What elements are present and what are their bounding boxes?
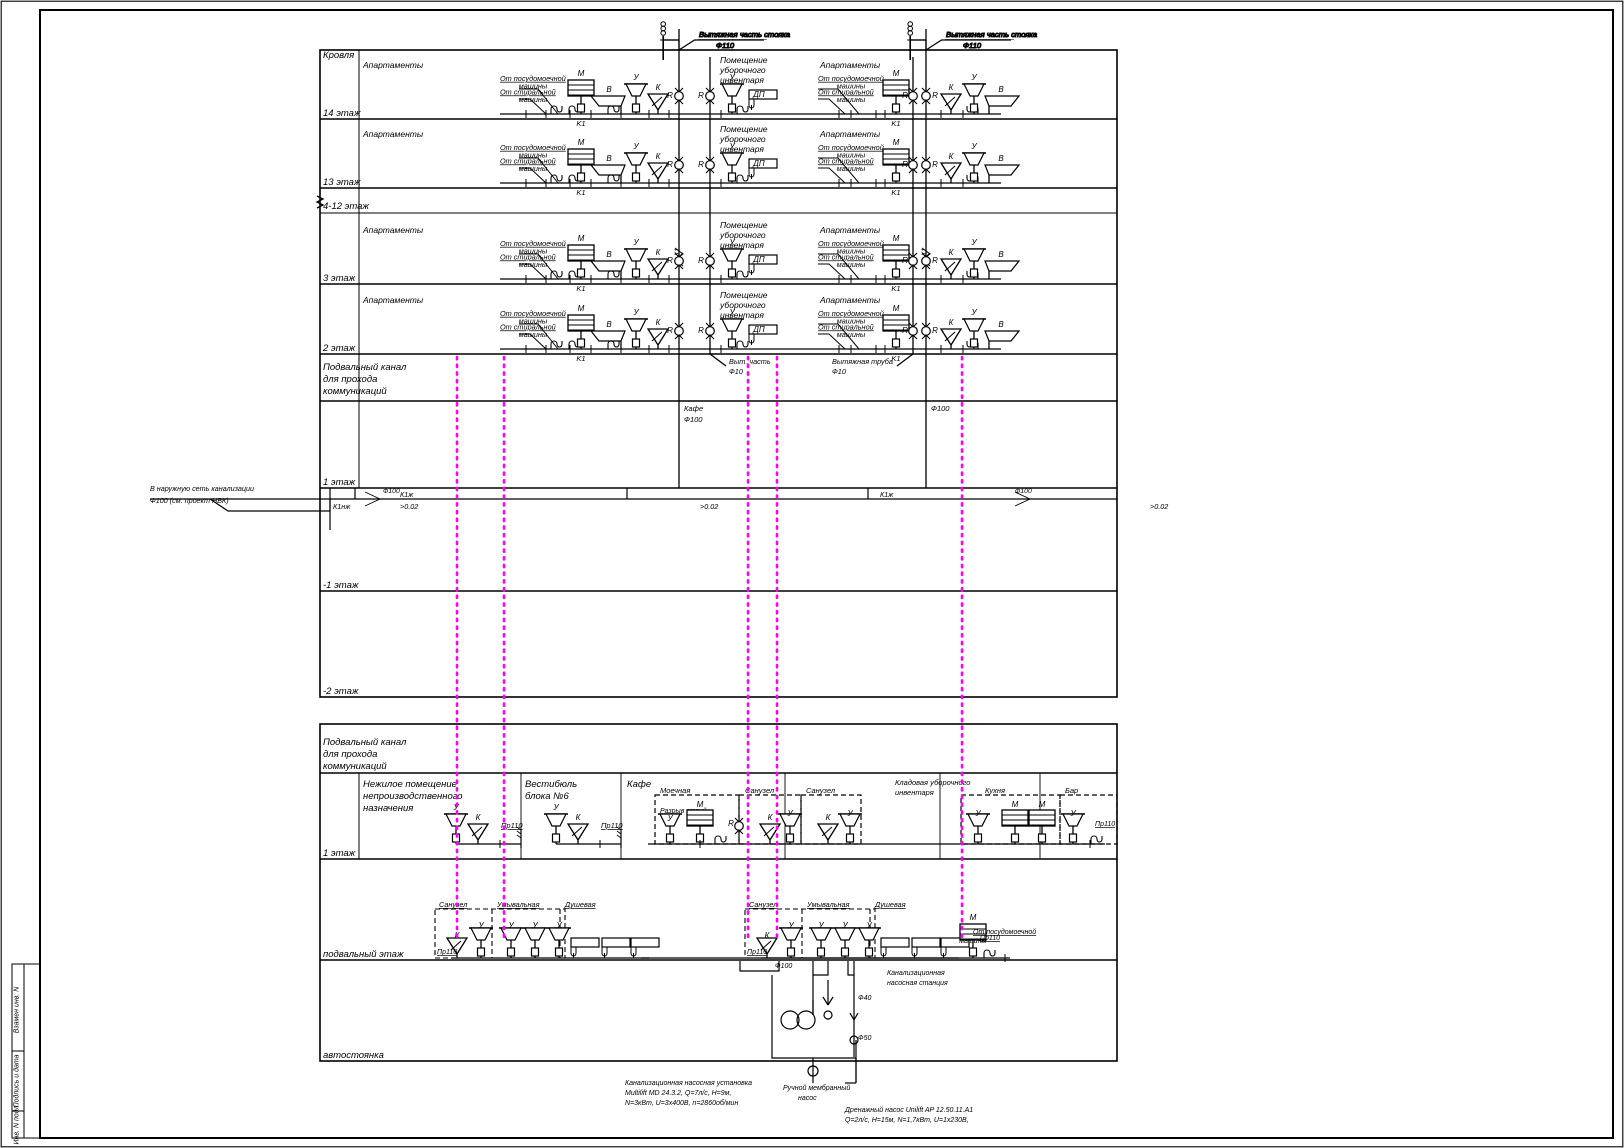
svg-text:Ф50: Ф50	[858, 1035, 871, 1042]
svg-text:Санузел: Санузел	[745, 786, 775, 795]
svg-text:Подпись и дата: Подпись и дата	[13, 1054, 21, 1107]
svg-text:Апартаменты: Апартаменты	[819, 129, 881, 139]
svg-text:для прохода: для прохода	[323, 749, 377, 760]
svg-text:Ф100: Ф100	[775, 963, 792, 970]
svg-text:Кровля: Кровля	[323, 50, 354, 61]
svg-text:М: М	[1039, 800, 1046, 809]
svg-text:>0.02: >0.02	[1150, 502, 1168, 511]
svg-text:уборочного: уборочного	[719, 300, 766, 310]
svg-text:Дренажный насос Unilift AP 12.: Дренажный насос Unilift AP 12.50.11.A1	[844, 1106, 973, 1114]
svg-text:N=3кВт, U=3х400В, n=2860об/мин: N=3кВт, U=3х400В, n=2860об/мин	[625, 1099, 738, 1107]
svg-text:Вестибюль: Вестибюль	[525, 779, 577, 790]
svg-text:Апартаменты: Апартаменты	[362, 60, 424, 70]
svg-text:инвентаря: инвентаря	[895, 788, 934, 797]
svg-text:1 этаж: 1 этаж	[323, 477, 356, 488]
svg-text:Ф10: Ф10	[729, 367, 743, 376]
svg-text:непроизводственного: непроизводственного	[363, 791, 463, 802]
svg-text:Апартаменты: Апартаменты	[819, 295, 881, 305]
svg-text:насос: насос	[798, 1095, 817, 1102]
svg-text:для прохода: для прохода	[323, 374, 377, 385]
svg-text:-2 этаж: -2 этаж	[323, 686, 359, 697]
svg-text:1 этаж: 1 этаж	[323, 848, 356, 859]
svg-text:У: У	[666, 814, 673, 823]
svg-text:инвентаря: инвентаря	[720, 75, 764, 85]
svg-text:Ручной мембранный: Ручной мембранный	[783, 1084, 850, 1092]
svg-text:Апартаменты: Апартаменты	[362, 295, 424, 305]
svg-text:Кухня: Кухня	[985, 786, 1005, 795]
svg-text:4-12 этаж: 4-12 этаж	[323, 201, 369, 212]
svg-text:14 этаж: 14 этаж	[323, 108, 361, 119]
svg-text:Подвальный канал: Подвальный канал	[323, 737, 407, 748]
svg-text:Помещение: Помещение	[720, 290, 768, 300]
svg-text:инвентаря: инвентаря	[720, 144, 764, 154]
svg-text:В наружную сеть канализации: В наружную сеть канализации	[150, 484, 254, 493]
svg-text:Инв. N подл.: Инв. N подл.	[13, 1103, 21, 1144]
svg-text:К1: К1	[674, 248, 681, 256]
svg-text:К1ж: К1ж	[880, 490, 894, 499]
svg-text:коммуникаций: коммуникаций	[323, 386, 387, 397]
svg-text:Ф10: Ф10	[832, 367, 846, 376]
svg-text:Апартаменты: Апартаменты	[819, 225, 881, 235]
svg-text:Вытяжная труба: Вытяжная труба	[832, 357, 893, 366]
svg-text:Помещение: Помещение	[720, 124, 768, 134]
svg-text:Санузел: Санузел	[806, 786, 836, 795]
svg-text:назначения: назначения	[363, 803, 413, 814]
svg-text:У: У	[786, 809, 793, 818]
svg-text:насосная станция: насосная станция	[887, 980, 948, 987]
svg-text:-1 этаж: -1 этаж	[323, 580, 359, 591]
svg-text:Q=2л/с, H=15м, N=1,7кВт, U=1х2: Q=2л/с, H=15м, N=1,7кВт, U=1х230В,	[845, 1117, 969, 1124]
svg-text:Multilift MD 24.3.2, Q=7л/с, H: Multilift MD 24.3.2, Q=7л/с, H=9м,	[625, 1090, 731, 1097]
svg-text:Апартаменты: Апартаменты	[362, 129, 424, 139]
svg-text:Канализационная насосная устан: Канализационная насосная установка	[625, 1080, 752, 1087]
svg-text:инвентаря: инвентаря	[720, 240, 764, 250]
svg-text:М: М	[697, 800, 704, 809]
svg-text:Ф100: Ф100	[684, 415, 703, 424]
svg-text:Подвальный канал: Подвальный канал	[323, 362, 407, 373]
svg-text:2 этаж: 2 этаж	[322, 343, 356, 354]
svg-text:Пр110: Пр110	[1095, 821, 1115, 828]
svg-text:М: М	[970, 913, 977, 922]
svg-text:Ф100: Ф100	[1015, 488, 1032, 495]
svg-text:R: R	[728, 819, 734, 828]
svg-text:автостоянка: автостоянка	[323, 1050, 384, 1061]
svg-text:уборочного: уборочного	[719, 65, 766, 75]
svg-text:Выт. часть: Выт. часть	[729, 357, 771, 366]
svg-text:>0.02: >0.02	[400, 502, 418, 511]
svg-text:К1ж: К1ж	[400, 490, 414, 499]
svg-text:Апартаменты: Апартаменты	[362, 225, 424, 235]
svg-text:инвентаря: инвентаря	[720, 310, 764, 320]
svg-text:К: К	[826, 813, 832, 822]
svg-text:подвальный этаж: подвальный этаж	[323, 949, 404, 960]
svg-text:К1нж: К1нж	[333, 502, 351, 511]
svg-text:Ф100 (см. проект НВК): Ф100 (см. проект НВК)	[150, 496, 229, 505]
svg-text:Кладовая уборочного: Кладовая уборочного	[895, 778, 970, 787]
svg-text:блока №6: блока №6	[525, 791, 569, 802]
svg-text:Кафе: Кафе	[627, 779, 651, 790]
svg-text:Взамен инв. N: Взамен инв. N	[14, 986, 21, 1034]
svg-text:Помещение: Помещение	[720, 220, 768, 230]
svg-text:Бар: Бар	[1065, 786, 1078, 795]
svg-text:13 этаж: 13 этаж	[323, 177, 361, 188]
svg-text:Ф100: Ф100	[383, 488, 400, 495]
svg-text:Кафе: Кафе	[684, 404, 703, 413]
svg-text:Нежилое помещение: Нежилое помещение	[363, 779, 457, 790]
svg-text:Апартаменты: Апартаменты	[819, 60, 881, 70]
svg-text:У: У	[846, 809, 853, 818]
svg-text:Ф100: Ф100	[931, 404, 950, 413]
svg-text:К: К	[768, 813, 774, 822]
svg-text:М: М	[1012, 800, 1019, 809]
svg-text:Пр110: Пр110	[980, 935, 1000, 942]
svg-text:У: У	[974, 809, 981, 818]
svg-text:>0.02: >0.02	[700, 502, 718, 511]
svg-text:Моечная: Моечная	[660, 786, 690, 795]
svg-text:коммуникаций: коммуникаций	[323, 761, 387, 772]
svg-text:уборочного: уборочного	[719, 134, 766, 144]
svg-text:Ф40: Ф40	[858, 995, 871, 1002]
svg-text:3 этаж: 3 этаж	[323, 273, 356, 284]
svg-text:Помещение: Помещение	[720, 55, 768, 65]
svg-text:Канализационная: Канализационная	[887, 970, 945, 977]
svg-text:К1: К1	[921, 248, 928, 256]
svg-text:У: У	[1069, 809, 1076, 818]
svg-text:уборочного: уборочного	[719, 230, 766, 240]
